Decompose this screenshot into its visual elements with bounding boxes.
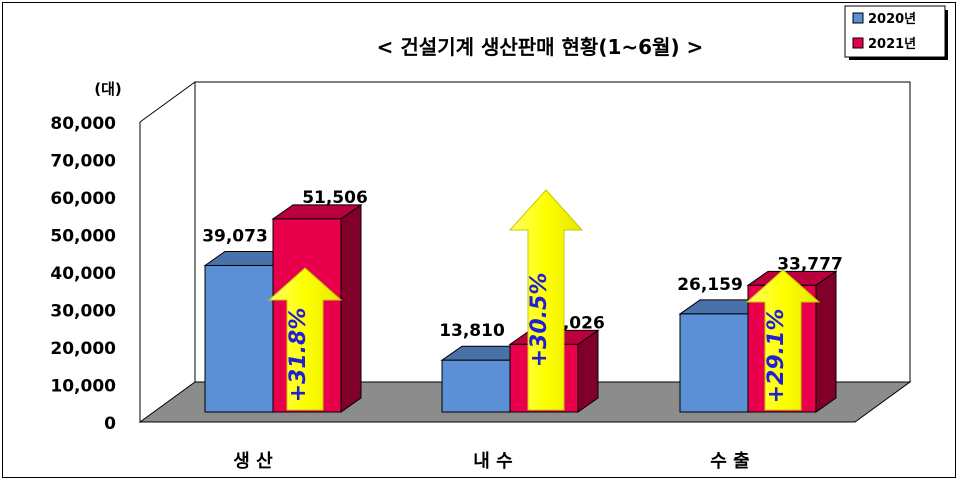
y-tick-label: 60,000: [50, 189, 116, 209]
y-tick-label: 10,000: [50, 377, 116, 397]
wall-top-edge: [139, 81, 196, 123]
data-label: 39,073: [202, 226, 268, 246]
growth-label: +30.5%: [527, 273, 552, 368]
y-tick-label: 70,000: [50, 152, 116, 172]
y-tick-label: 0: [104, 414, 116, 434]
growth-arrow: [745, 269, 821, 411]
growth-label: +31.8%: [286, 308, 311, 403]
data-label: 33,777: [777, 254, 843, 274]
bar: [679, 313, 749, 413]
bar: [204, 264, 274, 413]
legend-swatch-2021: [852, 37, 864, 49]
data-label: 26,159: [677, 275, 743, 295]
legend-shadow-right: [945, 10, 948, 60]
data-label: 51,506: [302, 188, 368, 208]
y-axis-unit: (대): [94, 80, 122, 98]
y-tick-label: 20,000: [50, 339, 116, 359]
y-tick-label: 30,000: [50, 302, 116, 322]
growth-label: +29.1%: [764, 309, 789, 404]
bar: [441, 359, 511, 413]
legend-label-2020: 2020년: [868, 12, 916, 27]
category-label: 내 수: [473, 451, 512, 472]
legend-shadow-bottom: [849, 57, 948, 60]
growth-arrow: [508, 189, 584, 411]
bar-side: [815, 270, 837, 413]
growth-arrow: [267, 267, 343, 411]
category-label: 생 산: [233, 451, 273, 472]
y-tick-label: 50,000: [50, 227, 116, 247]
category-label: 수 출: [710, 451, 749, 472]
legend-swatch-2020: [852, 12, 864, 24]
y-tick-label: 80,000: [50, 114, 116, 134]
legend-label-2021: 2021년: [868, 37, 916, 52]
bar-side: [340, 203, 362, 413]
y-tick-label: 40,000: [50, 264, 116, 284]
chart-title: < 건설기계 생산판매 현황(1~6월) >: [377, 35, 704, 59]
data-label: 13,810: [439, 321, 505, 341]
legend: 2020년 2021년: [844, 5, 948, 60]
wall-edge: [194, 81, 911, 382]
y-axis: 80,000 70,000 60,000 50,000 40,000 30,000 20,0…: [50, 114, 116, 434]
